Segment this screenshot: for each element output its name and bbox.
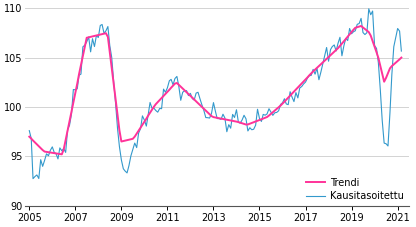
- Line: Trendi: Trendi: [29, 26, 401, 154]
- Legend: Trendi, Kausitasoitettu: Trendi, Kausitasoitettu: [306, 178, 404, 201]
- Line: Kausitasoitettu: Kausitasoitettu: [29, 9, 401, 179]
